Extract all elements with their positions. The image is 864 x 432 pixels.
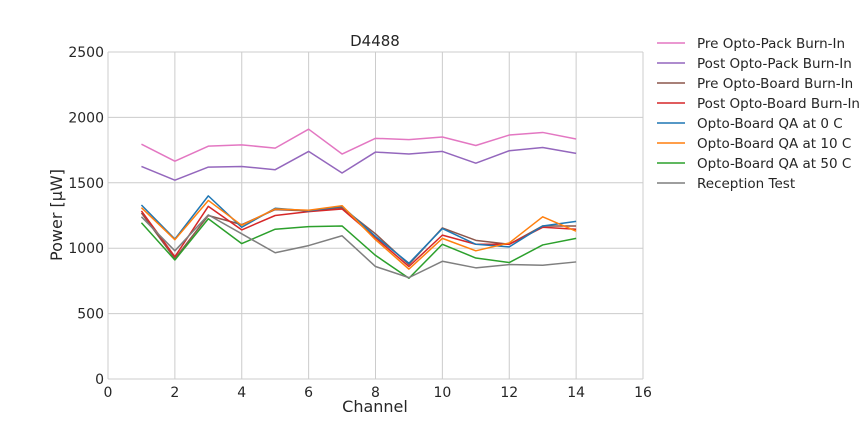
x-tick-label: 16: [634, 385, 652, 401]
legend: Pre Opto-Pack Burn-In Post Opto-Pack Burn…: [657, 36, 860, 192]
x-axis-label: Channel: [342, 397, 408, 416]
y-tick-label: 0: [95, 372, 104, 388]
series-line-reception-test: [140, 214, 577, 279]
x-tick-label: 10: [433, 385, 451, 401]
x-tick-label: 6: [304, 385, 313, 401]
legend-label: Post Opto-Board Burn-In: [697, 96, 860, 112]
y-tick-label: 1000: [68, 241, 104, 257]
y-tick-label: 2000: [68, 110, 104, 126]
y-tick-label: 1500: [68, 176, 104, 192]
x-tick-labels: 0 2 4 6 8 10 12 14 16: [104, 385, 652, 401]
legend-label: Opto-Board QA at 0 C: [697, 116, 843, 132]
x-tick-label: 14: [567, 385, 585, 401]
x-tick-label: 0: [104, 385, 113, 401]
grid: [107, 51, 644, 380]
x-tick-label: 12: [500, 385, 518, 401]
legend-label: Pre Opto-Pack Burn-In: [697, 36, 845, 52]
series-line-opto-board-qa-at-10-c: [140, 199, 577, 270]
legend-label: Reception Test: [697, 176, 795, 192]
x-tick-label: 2: [170, 385, 179, 401]
x-tick-label: 4: [237, 385, 246, 401]
series-line-post-opto-pack-burn-in: [141, 146, 577, 181]
series-line-opto-board-qa-at-50-c: [140, 218, 577, 280]
series-line-pre-opto-pack-burn-in: [141, 128, 577, 162]
legend-label: Opto-Board QA at 50 C: [697, 156, 851, 172]
y-tick-labels: 0 500 1000 1500 2000 2500: [68, 45, 104, 388]
legend-label: Post Opto-Pack Burn-In: [697, 56, 852, 72]
y-axis-label: Power [μW]: [47, 169, 66, 261]
y-tick-label: 2500: [68, 45, 104, 61]
chart-title: D4488: [350, 32, 400, 50]
legend-label: Pre Opto-Board Burn-In: [697, 76, 853, 92]
legend-label: Opto-Board QA at 10 C: [697, 136, 851, 152]
y-tick-label: 500: [77, 307, 104, 323]
x-tick-label: 8: [371, 385, 380, 401]
series-line-opto-board-qa-at-0-c: [140, 195, 577, 264]
series-lines: [140, 128, 577, 280]
